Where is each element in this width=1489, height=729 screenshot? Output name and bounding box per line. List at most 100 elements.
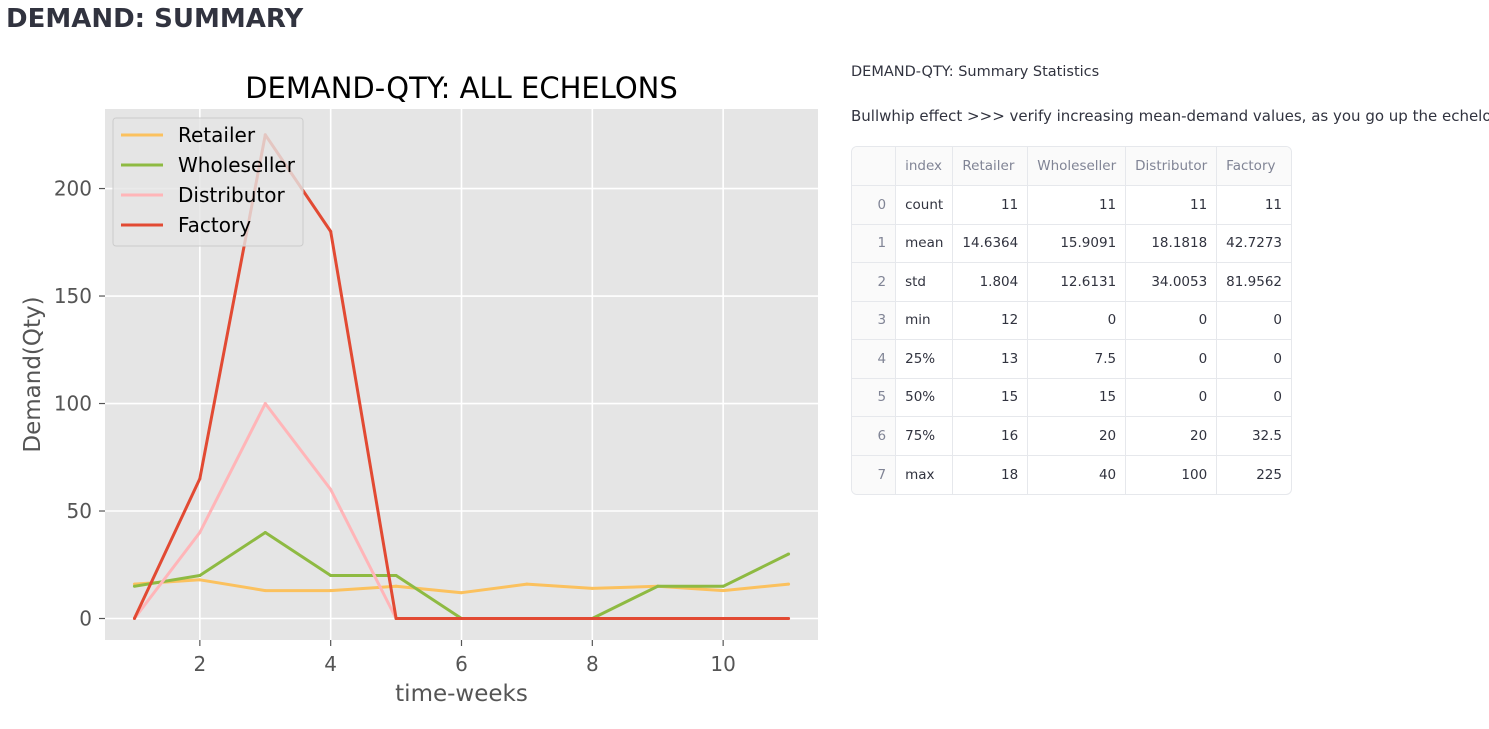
factory-data-point bbox=[525, 617, 528, 620]
retailer-value-cell[interactable]: 1.804 bbox=[953, 263, 1028, 302]
factory-value-cell[interactable]: 81.9562 bbox=[1217, 263, 1291, 302]
summary-statistics-panel: DEMAND-QTY: Summary Statistics Bullwhip … bbox=[851, 64, 1487, 495]
wholeseller-value-cell[interactable]: 15.9091 bbox=[1028, 224, 1126, 263]
retailer-data-point bbox=[264, 589, 267, 592]
wholeseller-data-point bbox=[264, 531, 267, 534]
factory-data-point bbox=[198, 477, 201, 480]
retailer-data-point bbox=[395, 585, 398, 588]
factory-value-cell[interactable]: 225 bbox=[1217, 455, 1291, 494]
retailer-value-cell[interactable]: 14.6364 bbox=[953, 224, 1028, 263]
row-index-cell[interactable]: 6 bbox=[852, 417, 896, 456]
retailer-value-cell[interactable]: 12 bbox=[953, 301, 1028, 340]
stat-name-cell[interactable]: max bbox=[896, 455, 953, 494]
row-index-cell[interactable]: 5 bbox=[852, 378, 896, 417]
stat-name-cell[interactable]: mean bbox=[896, 224, 953, 263]
stat-name-cell[interactable]: min bbox=[896, 301, 953, 340]
table-row: 5 50% 15 15 0 0 bbox=[852, 378, 1291, 417]
distributor-value-cell[interactable]: 34.0053 bbox=[1126, 263, 1217, 302]
row-index-cell[interactable]: 3 bbox=[852, 301, 896, 340]
stats-table: index Retailer Wholeseller Distributor F… bbox=[852, 147, 1291, 494]
retailer-data-point bbox=[591, 587, 594, 590]
stats-table-body: 0 count 11 11 11 11 1 mean 14.6364 15.9091 18.1818… bbox=[852, 186, 1291, 494]
column-header-distributor[interactable]: Distributor bbox=[1126, 147, 1217, 186]
stat-name-cell[interactable]: 75% bbox=[896, 417, 953, 456]
column-header-index[interactable]: index bbox=[896, 147, 953, 186]
column-header-wholeseller[interactable]: Wholeseller bbox=[1028, 147, 1126, 186]
retailer-value-cell[interactable]: 15 bbox=[953, 378, 1028, 417]
table-row: 2 std 1.804 12.6131 34.0053 81.9562 bbox=[852, 263, 1291, 302]
factory-value-cell[interactable]: 0 bbox=[1217, 378, 1291, 417]
table-row: 6 75% 16 20 20 32.5 bbox=[852, 417, 1291, 456]
table-header-row: index Retailer Wholeseller Distributor F… bbox=[852, 147, 1291, 186]
wholeseller-data-point bbox=[198, 574, 201, 577]
x-tick-label: 10 bbox=[710, 652, 735, 676]
wholeseller-value-cell[interactable]: 15 bbox=[1028, 378, 1126, 417]
distributor-value-cell[interactable]: 20 bbox=[1126, 417, 1217, 456]
y-tick-label: 200 bbox=[54, 177, 92, 201]
wholeseller-value-cell[interactable]: 20 bbox=[1028, 417, 1126, 456]
table-row: 3 min 12 0 0 0 bbox=[852, 301, 1291, 340]
wholeseller-data-point bbox=[656, 585, 659, 588]
column-header-retailer[interactable]: Retailer bbox=[953, 147, 1028, 186]
retailer-data-point bbox=[722, 589, 725, 592]
factory-value-cell[interactable]: 11 bbox=[1217, 186, 1291, 225]
distributor-value-cell[interactable]: 0 bbox=[1126, 378, 1217, 417]
retailer-data-point bbox=[198, 578, 201, 581]
wholeseller-value-cell[interactable]: 40 bbox=[1028, 455, 1126, 494]
x-tick-label: 8 bbox=[586, 652, 599, 676]
factory-value-cell[interactable]: 0 bbox=[1217, 340, 1291, 379]
wholeseller-data-point bbox=[722, 585, 725, 588]
table-row: 4 25% 13 7.5 0 0 bbox=[852, 340, 1291, 379]
chart-title: DEMAND-QTY: ALL ECHELONS bbox=[245, 71, 678, 105]
y-tick-label: 0 bbox=[79, 607, 92, 631]
x-tick-label: 2 bbox=[193, 652, 206, 676]
column-header-rowindex[interactable] bbox=[852, 147, 896, 186]
wholeseller-value-cell[interactable]: 12.6131 bbox=[1028, 263, 1126, 302]
table-row: 0 count 11 11 11 11 bbox=[852, 186, 1291, 225]
row-index-cell[interactable]: 2 bbox=[852, 263, 896, 302]
y-axis-label: Demand(Qty) bbox=[20, 296, 46, 452]
row-index-cell[interactable]: 1 bbox=[852, 224, 896, 263]
row-index-cell[interactable]: 4 bbox=[852, 340, 896, 379]
x-tick-label: 4 bbox=[324, 652, 337, 676]
stat-name-cell[interactable]: std bbox=[896, 263, 953, 302]
distributor-value-cell[interactable]: 0 bbox=[1126, 340, 1217, 379]
retailer-value-cell[interactable]: 11 bbox=[953, 186, 1028, 225]
row-index-cell[interactable]: 0 bbox=[852, 186, 896, 225]
stats-heading: DEMAND-QTY: Summary Statistics bbox=[851, 64, 1487, 80]
stat-name-cell[interactable]: 50% bbox=[896, 378, 953, 417]
wholeseller-value-cell[interactable]: 11 bbox=[1028, 186, 1126, 225]
table-row: 7 max 18 40 100 225 bbox=[852, 455, 1291, 494]
stat-name-cell[interactable]: 25% bbox=[896, 340, 953, 379]
page-title: DEMAND: SUMMARY bbox=[6, 4, 303, 34]
demand-line-chart: 2 4 6 8 10 0 50 100 150 200 DEMAND-QTY: ALL ECHELO… bbox=[0, 55, 840, 729]
factory-data-point bbox=[722, 617, 725, 620]
legend-label-retailer: Retailer bbox=[178, 123, 256, 147]
retailer-value-cell[interactable]: 18 bbox=[953, 455, 1028, 494]
retailer-value-cell[interactable]: 13 bbox=[953, 340, 1028, 379]
distributor-value-cell[interactable]: 100 bbox=[1126, 455, 1217, 494]
x-axis-label: time-weeks bbox=[395, 681, 528, 707]
stat-name-cell[interactable]: count bbox=[896, 186, 953, 225]
factory-value-cell[interactable]: 0 bbox=[1217, 301, 1291, 340]
factory-data-point bbox=[656, 617, 659, 620]
wholeseller-value-cell[interactable]: 0 bbox=[1028, 301, 1126, 340]
distributor-value-cell[interactable]: 18.1818 bbox=[1126, 224, 1217, 263]
factory-value-cell[interactable]: 42.7273 bbox=[1217, 224, 1291, 263]
retailer-data-point bbox=[329, 589, 332, 592]
column-header-factory[interactable]: Factory bbox=[1217, 147, 1291, 186]
row-index-cell[interactable]: 7 bbox=[852, 455, 896, 494]
factory-data-point bbox=[591, 617, 594, 620]
stats-table-container[interactable]: index Retailer Wholeseller Distributor F… bbox=[851, 146, 1292, 495]
wholeseller-data-point bbox=[133, 585, 136, 588]
distributor-data-point bbox=[329, 488, 332, 491]
wholeseller-data-point bbox=[395, 574, 398, 577]
distributor-value-cell[interactable]: 0 bbox=[1126, 301, 1217, 340]
distributor-value-cell[interactable]: 11 bbox=[1126, 186, 1217, 225]
bullwhip-note: Bullwhip effect >>> verify increasing me… bbox=[851, 107, 1487, 125]
legend-label-wholeseller: Wholeseller bbox=[178, 153, 296, 177]
retailer-value-cell[interactable]: 16 bbox=[953, 417, 1028, 456]
wholeseller-value-cell[interactable]: 7.5 bbox=[1028, 340, 1126, 379]
factory-value-cell[interactable]: 32.5 bbox=[1217, 417, 1291, 456]
